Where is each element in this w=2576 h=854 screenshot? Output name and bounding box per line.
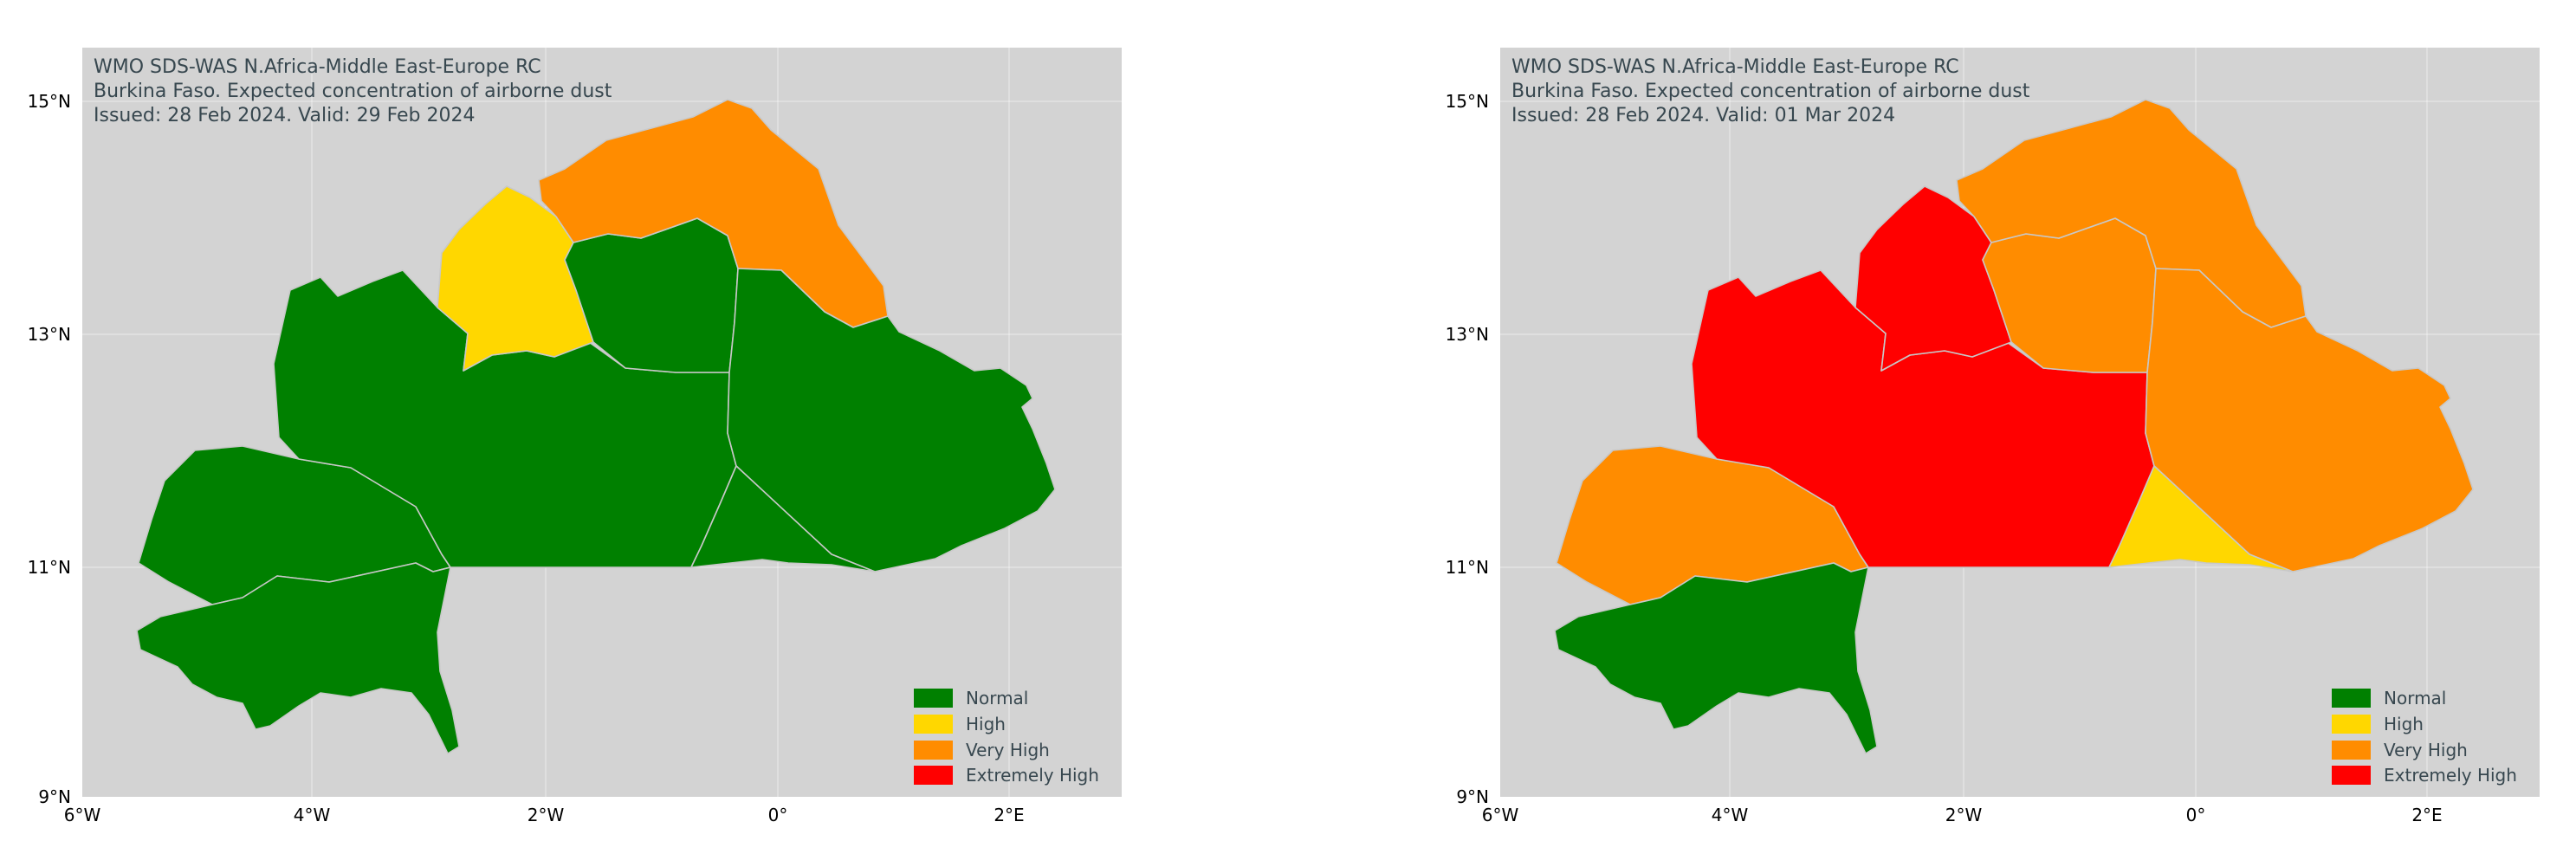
map-svg: 6°W 4°W 2°W 0° 2°E 15°N 13°N 11°N 9°N WM…	[1288, 0, 2576, 851]
region-sahel[interactable]	[1956, 99, 2307, 328]
y-tick: 11°N	[28, 557, 71, 578]
x-tick: 0°	[2186, 805, 2206, 825]
region-east[interactable]	[2145, 268, 2474, 573]
legend-label: Normal	[966, 688, 1028, 708]
header-line-1: WMO SDS-WAS N.Africa-Middle East-Europe …	[94, 56, 541, 78]
legend: Normal High Very High Extremely High	[2332, 688, 2517, 786]
dust-forecast-map-panel-right: 6°W 4°W 2°W 0° 2°E 15°N 13°N 11°N 9°N WM…	[1288, 0, 2576, 851]
region-centereast[interactable]	[690, 465, 876, 573]
legend-label: Extremely High	[966, 765, 1099, 786]
x-tick: 6°W	[1482, 805, 1519, 825]
legend-swatch-extreme	[2332, 766, 2371, 785]
map-header: WMO SDS-WAS N.Africa-Middle East-Europe …	[94, 56, 612, 126]
dust-forecast-map-panel-left: 6°W 4°W 2°W 0° 2°E 15°N 13°N 11°N 9°N WM…	[0, 0, 1288, 851]
y-tick: 15°N	[1446, 91, 1489, 112]
y-tick: 13°N	[1446, 324, 1489, 345]
legend-swatch-high	[914, 715, 953, 734]
legend-label: Very High	[2384, 740, 2468, 760]
map-content: 6°W 4°W 2°W 0° 2°E 15°N 13°N 11°N 9°N WM…	[1446, 48, 2540, 825]
legend-swatch-normal	[914, 689, 953, 708]
legend-label: High	[966, 714, 1006, 734]
y-axis-ticks: 15°N 13°N 11°N 9°N	[1446, 91, 1489, 807]
legend-swatch-veryhigh	[914, 741, 953, 760]
region-south[interactable]	[136, 562, 460, 754]
map-svg: 6°W 4°W 2°W 0° 2°E 15°N 13°N 11°N 9°N WM…	[0, 0, 1288, 851]
x-tick: 4°W	[294, 805, 331, 825]
region-east[interactable]	[727, 268, 1056, 573]
x-tick: 4°W	[1712, 805, 1749, 825]
y-tick: 9°N	[1456, 786, 1489, 807]
x-tick: 6°W	[64, 805, 101, 825]
y-tick: 9°N	[38, 786, 71, 807]
header-line-2: Burkina Faso. Expected concentration of …	[94, 81, 612, 102]
region-south[interactable]	[1554, 562, 1878, 754]
x-tick: 2°W	[1945, 805, 1983, 825]
x-axis-ticks: 6°W 4°W 2°W 0° 2°E	[64, 805, 1025, 825]
x-tick: 2°E	[994, 805, 1024, 825]
map-header: WMO SDS-WAS N.Africa-Middle East-Europe …	[1511, 56, 2030, 126]
region-centereast[interactable]	[2108, 465, 2294, 573]
legend: Normal High Very High Extremely High	[914, 688, 1099, 786]
legend-swatch-normal	[2332, 689, 2371, 708]
x-tick: 2°W	[527, 805, 565, 825]
x-axis-ticks: 6°W 4°W 2°W 0° 2°E	[1482, 805, 2443, 825]
x-tick: 2°E	[2411, 805, 2442, 825]
y-axis-ticks: 15°N 13°N 11°N 9°N	[28, 91, 71, 807]
header-line-1: WMO SDS-WAS N.Africa-Middle East-Europe …	[1511, 56, 1959, 78]
region-sahel[interactable]	[538, 99, 889, 328]
header-line-2: Burkina Faso. Expected concentration of …	[1511, 81, 2030, 102]
header-line-3: Issued: 28 Feb 2024. Valid: 29 Feb 2024	[94, 105, 476, 126]
x-tick: 0°	[768, 805, 788, 825]
legend-swatch-veryhigh	[2332, 741, 2371, 760]
legend-swatch-high	[2332, 715, 2371, 734]
legend-swatch-extreme	[914, 766, 953, 785]
map-regions	[136, 99, 1056, 754]
legend-label: Normal	[2384, 688, 2446, 708]
legend-label: Very High	[966, 740, 1050, 760]
legend-label: Extremely High	[2384, 765, 2517, 786]
legend-label: High	[2384, 714, 2424, 734]
y-tick: 11°N	[1446, 557, 1489, 578]
y-tick: 15°N	[28, 91, 71, 112]
header-line-3: Issued: 28 Feb 2024. Valid: 01 Mar 2024	[1511, 105, 1895, 126]
y-tick: 13°N	[28, 324, 71, 345]
map-regions	[1554, 99, 2474, 754]
